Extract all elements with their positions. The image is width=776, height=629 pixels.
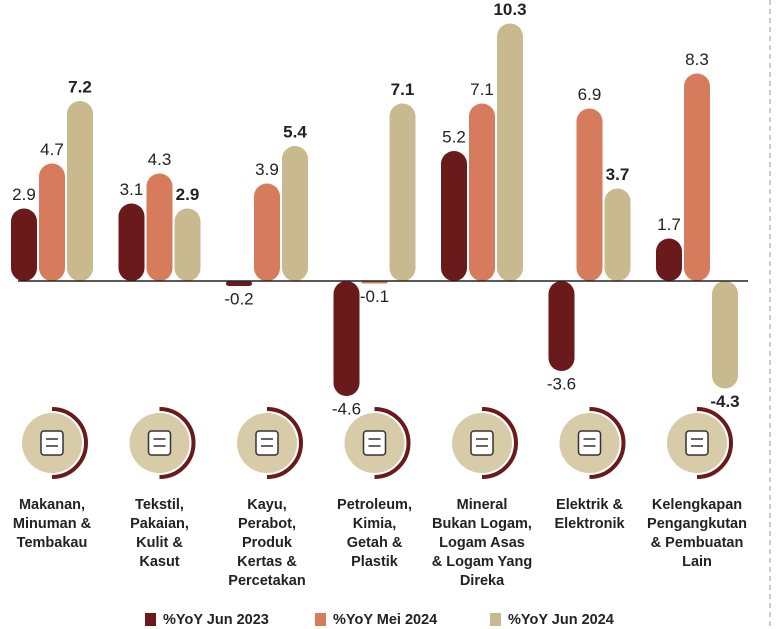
legend-label: %YoY Jun 2024: [508, 612, 614, 628]
value-label: -0.1: [360, 287, 389, 306]
bar: [11, 208, 37, 281]
category-label: Logam Asas: [439, 535, 525, 551]
legend-swatch: [315, 613, 326, 626]
bar: [548, 281, 575, 371]
bar: [174, 208, 201, 281]
value-label: -0.2: [224, 289, 253, 308]
category-label: Kelengkapan: [652, 497, 742, 513]
bar: [712, 281, 738, 389]
bar: [441, 151, 467, 281]
value-label: 6.9: [578, 85, 602, 104]
bar: [226, 281, 252, 286]
value-label: -4.3: [710, 392, 739, 411]
value-label: 5.4: [283, 122, 307, 141]
category-label: Percetakan: [228, 573, 305, 589]
bar: [576, 108, 603, 281]
bar: [67, 101, 93, 281]
value-label: 3.1: [120, 180, 144, 199]
value-label: 3.9: [255, 160, 279, 179]
category-label: Kertas &: [237, 554, 297, 570]
bar: [656, 238, 682, 281]
bar: [604, 188, 631, 281]
icon-arc: [481, 407, 518, 479]
category-label: Pengangkutan: [647, 516, 747, 532]
value-label: -4.6: [332, 399, 361, 418]
category-label: Bukan Logam,: [432, 516, 532, 532]
category-label: Mineral: [457, 497, 508, 513]
icon-arc: [266, 407, 303, 479]
icon: [362, 430, 387, 456]
icon: [577, 430, 602, 456]
value-label: 8.3: [685, 50, 709, 69]
value-label: 7.1: [470, 80, 494, 99]
value-label: 4.3: [148, 150, 172, 169]
icon-arc: [159, 407, 196, 479]
category-label: Makanan,: [19, 497, 85, 513]
category-label: Perabot,: [238, 516, 296, 532]
bar: [389, 103, 416, 281]
icon: [470, 430, 494, 456]
category-label: Kimia,: [353, 516, 397, 532]
icon: [147, 430, 172, 456]
bar: [118, 203, 145, 281]
icon-arc: [374, 407, 411, 479]
value-label: -3.6: [547, 374, 576, 393]
bar: [684, 73, 710, 281]
value-label: 1.7: [657, 215, 681, 234]
category-label: Kayu,: [247, 497, 287, 513]
icon: [40, 430, 64, 456]
value-label: 3.7: [606, 165, 630, 184]
bar: [497, 23, 523, 281]
icon: [255, 430, 279, 456]
bar: [39, 163, 65, 281]
icon-arc: [589, 407, 626, 479]
category-label: Kulit &: [136, 535, 183, 551]
category-label: Tembakau: [17, 535, 88, 551]
value-label: 7.1: [391, 80, 415, 99]
category-label: Petroleum,: [337, 497, 412, 513]
bar: [254, 183, 280, 281]
bar: [146, 173, 173, 281]
value-label: 2.9: [12, 185, 36, 204]
icon-arc: [51, 407, 88, 479]
category-label: Getah &: [347, 535, 403, 551]
legend-swatch: [145, 613, 156, 626]
category-label: Produk: [242, 535, 293, 551]
category-label: Tekstil,: [135, 497, 184, 513]
category-label: & Pembuatan: [651, 535, 744, 551]
category-label: Lain: [682, 554, 712, 570]
value-label: 2.9: [176, 185, 200, 204]
bar: [469, 103, 495, 281]
bar: [282, 146, 308, 281]
legend-label: %YoY Mei 2024: [333, 612, 437, 628]
icon: [685, 430, 709, 456]
category-label: Pakaian,: [130, 516, 189, 532]
category-label: Minuman &: [13, 516, 92, 532]
legend-label: %YoY Jun 2023: [163, 612, 269, 628]
category-label: Elektrik &: [556, 497, 623, 513]
value-label: 5.2: [442, 127, 466, 146]
category-label: Kasut: [139, 554, 179, 570]
legend-swatch: [490, 613, 501, 626]
value-label: 7.2: [68, 77, 92, 96]
category-label: & Logam Yang: [432, 554, 532, 570]
bar: [333, 281, 360, 396]
category-label: Direka: [460, 573, 505, 589]
value-label: 4.7: [40, 140, 64, 159]
value-label: 10.3: [493, 0, 526, 19]
icon-arc: [696, 407, 733, 479]
category-label: Plastik: [351, 554, 399, 570]
category-label: Elektronik: [554, 516, 625, 532]
